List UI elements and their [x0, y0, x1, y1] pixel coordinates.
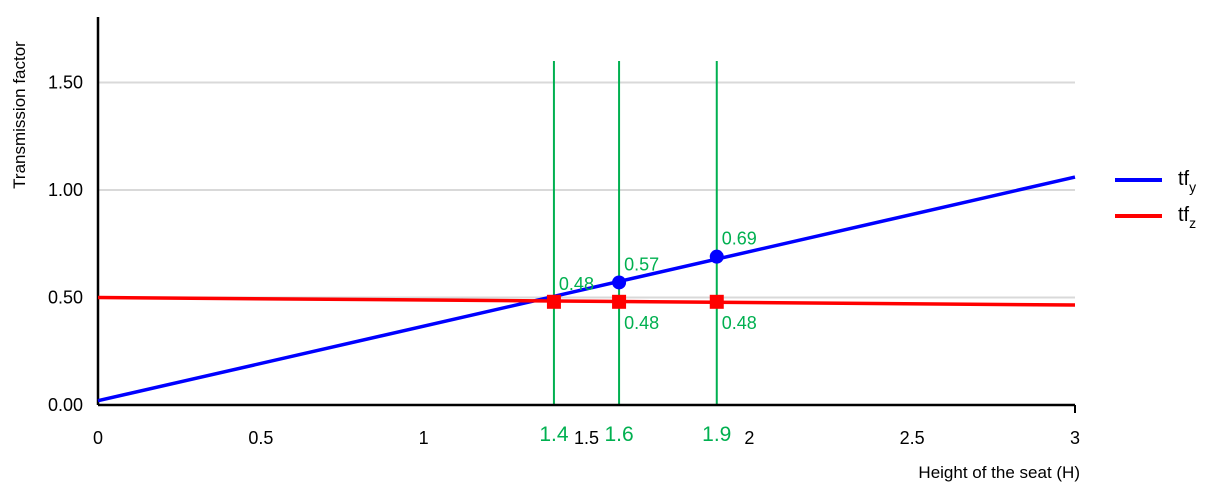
data-label: 0.69: [722, 229, 757, 249]
x-tick-label: 1.5: [574, 428, 599, 448]
data-label: 0.48: [722, 313, 757, 333]
y-tick-label: 1.00: [48, 180, 83, 200]
value-labels: 0.57 0.69 0.48 0.48 0.48: [559, 229, 757, 333]
legend-label-subscript: y: [1189, 179, 1196, 195]
series-marker-square: [546, 294, 561, 309]
vertical-marker-label: 1.9: [702, 423, 731, 446]
series-lines: [97, 175, 1076, 403]
data-label: 0.48: [624, 313, 659, 333]
legend: tfy tfz: [1115, 168, 1196, 231]
grid-lines: [98, 81, 1075, 299]
y-tick-label: 1.50: [48, 73, 83, 93]
vertical-marker-label: 1.6: [604, 423, 633, 446]
x-tick-label: 2.5: [900, 428, 925, 448]
y-axis-title: Transmission factor: [10, 41, 29, 189]
legend-label: tfz: [1178, 204, 1196, 231]
annotation-vertical-lines: [552, 61, 718, 405]
axes: [96, 17, 1076, 413]
series-marker-circle: [612, 275, 627, 290]
series-marker-square: [612, 294, 627, 309]
vertical-marker-label: 1.4: [539, 423, 569, 446]
series-markers: [546, 249, 724, 309]
x-tick-label: 0.5: [248, 428, 273, 448]
x-tick-label: 1: [419, 428, 429, 448]
legend-label: tfy: [1178, 168, 1196, 195]
series-line-1: [97, 295, 1076, 307]
x-tick-label: 2: [744, 428, 754, 448]
tick-labels: 0.00 0.50 1.00 1.50 0 0.5 1 1.5 2 2.5 3 1.4 1.6 1.9: [48, 73, 1080, 449]
data-label: 0.48: [559, 274, 594, 294]
x-tick-label: 0: [93, 428, 103, 448]
y-tick-label: 0.50: [48, 288, 83, 308]
x-axis-title: Height of the seat (H): [918, 463, 1080, 482]
series-line-0: [97, 175, 1076, 403]
series-marker-circle: [709, 249, 724, 264]
series-marker-square: [709, 294, 724, 309]
legend-label-subscript: z: [1189, 215, 1196, 231]
data-label: 0.57: [624, 254, 659, 274]
y-tick-label: 0.00: [48, 395, 83, 415]
x-tick-label: 3: [1070, 428, 1080, 448]
